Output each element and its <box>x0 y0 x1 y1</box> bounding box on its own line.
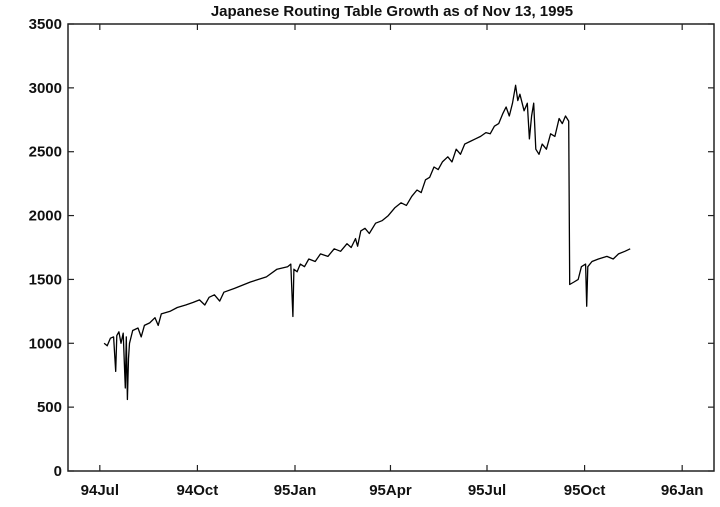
x-tick-label: 94Jul <box>81 482 119 499</box>
y-tick-label: 0 <box>54 463 62 480</box>
x-tick-label: 95Jan <box>274 482 317 499</box>
chart-title: Japanese Routing Table Growth as of Nov … <box>211 3 573 20</box>
y-tick-label: 2000 <box>29 208 62 225</box>
x-tick-label: 95Apr <box>369 482 412 499</box>
y-tick-label: 500 <box>37 399 62 416</box>
y-axis: 0 500 1000 1500 2000 2500 3000 3500 <box>29 16 714 480</box>
y-tick-label: 2500 <box>29 144 62 161</box>
y-tick-label: 1000 <box>29 335 62 352</box>
x-tick-label: 96Jan <box>661 482 704 499</box>
x-tick-label: 94Oct <box>177 482 219 499</box>
series-line <box>103 84 631 401</box>
x-axis: 94Jul 94Oct 95Jan 95Apr 95Jul 95Oct 96Jan <box>81 24 704 499</box>
x-tick-label: 95Jul <box>468 482 506 499</box>
x-tick-label: 95Oct <box>564 482 606 499</box>
plot-frame <box>67 23 715 472</box>
y-tick-label: 3500 <box>29 16 62 33</box>
y-tick-label: 1500 <box>29 271 62 288</box>
y-tick-label: 3000 <box>29 80 62 97</box>
